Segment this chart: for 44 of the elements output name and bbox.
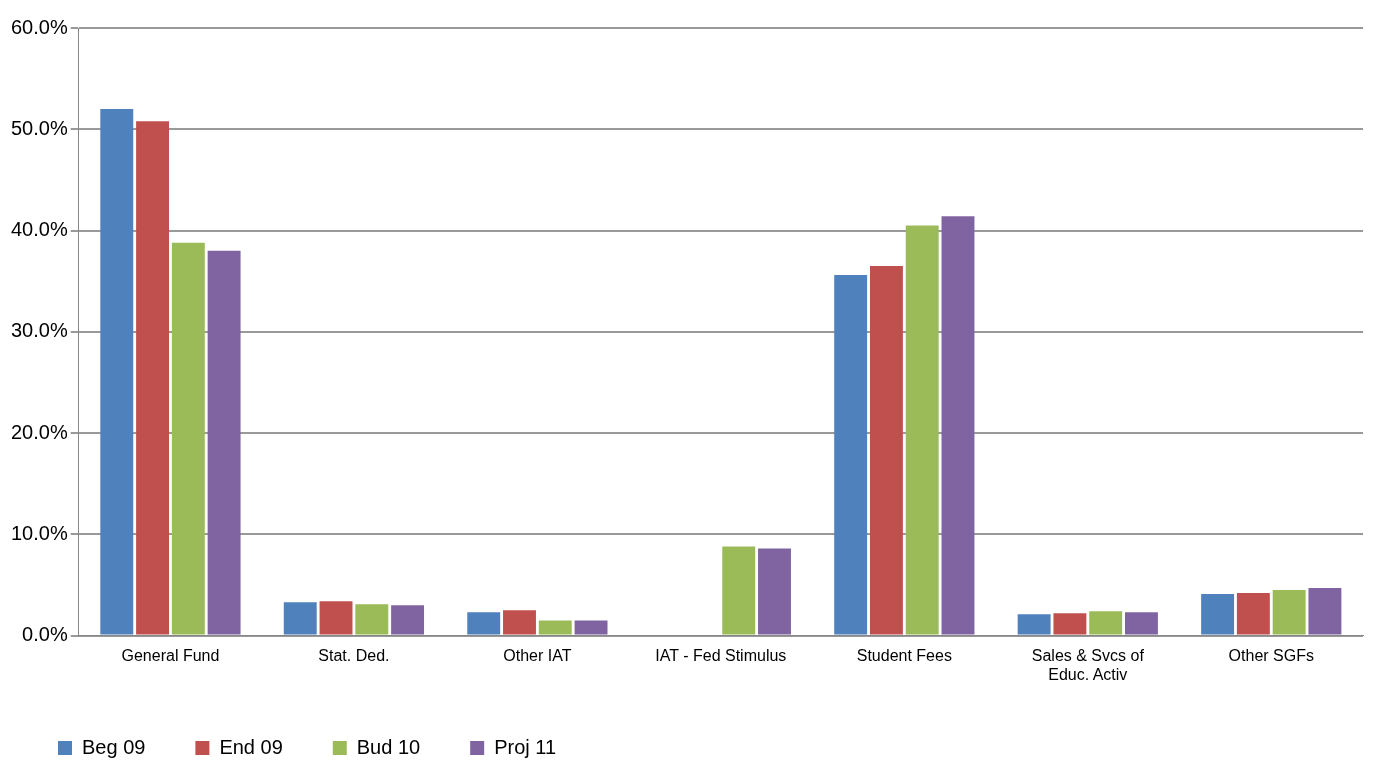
x-tick-label: General Fund (121, 646, 220, 664)
y-tick-label: 10.0% (10, 521, 68, 544)
bar (100, 109, 134, 635)
y-tick-label: 20.0% (10, 420, 68, 443)
bar (1308, 588, 1342, 635)
x-tick-label: Other SGFs (1228, 646, 1314, 664)
bar (758, 548, 791, 635)
bar (1272, 590, 1306, 635)
x-tick-label: Student Fees (856, 646, 952, 664)
bar (1053, 613, 1087, 635)
bar (355, 604, 389, 635)
legend-label: End 09 (219, 735, 283, 758)
bar (905, 225, 939, 635)
y-tick-label: 40.0% (10, 218, 68, 241)
bar (503, 610, 536, 635)
x-tick-label: IAT - Fed Stimulus (655, 646, 787, 664)
bar (538, 620, 572, 635)
legend-label: Bud 10 (356, 735, 421, 758)
legend-label: Proj 11 (494, 735, 557, 758)
bar (207, 250, 241, 635)
y-tick-label: 0.0% (22, 623, 68, 646)
bar (1089, 611, 1123, 635)
bar (1125, 612, 1158, 635)
bar (171, 242, 205, 635)
y-tick-label: 60.0% (10, 15, 68, 38)
bar (391, 605, 425, 635)
y-tick-label: 50.0% (10, 116, 68, 139)
bar (834, 275, 868, 635)
bar (1236, 593, 1270, 635)
x-tick-label: Sales & Svcs of Educ. Activ (1031, 646, 1145, 683)
x-tick-label: Stat. Ded. (318, 646, 390, 664)
bar (283, 602, 317, 635)
bar (941, 216, 975, 635)
bar (574, 620, 608, 635)
bar (1201, 594, 1235, 635)
bar (319, 601, 353, 635)
bar (467, 612, 501, 635)
bar (869, 265, 903, 635)
bar (1017, 614, 1051, 635)
x-tick-label: Other IAT (503, 646, 572, 664)
y-tick-label: 30.0% (10, 319, 68, 342)
bar (722, 546, 756, 635)
bar (136, 121, 170, 635)
legend-label: Beg 09 (82, 735, 146, 758)
